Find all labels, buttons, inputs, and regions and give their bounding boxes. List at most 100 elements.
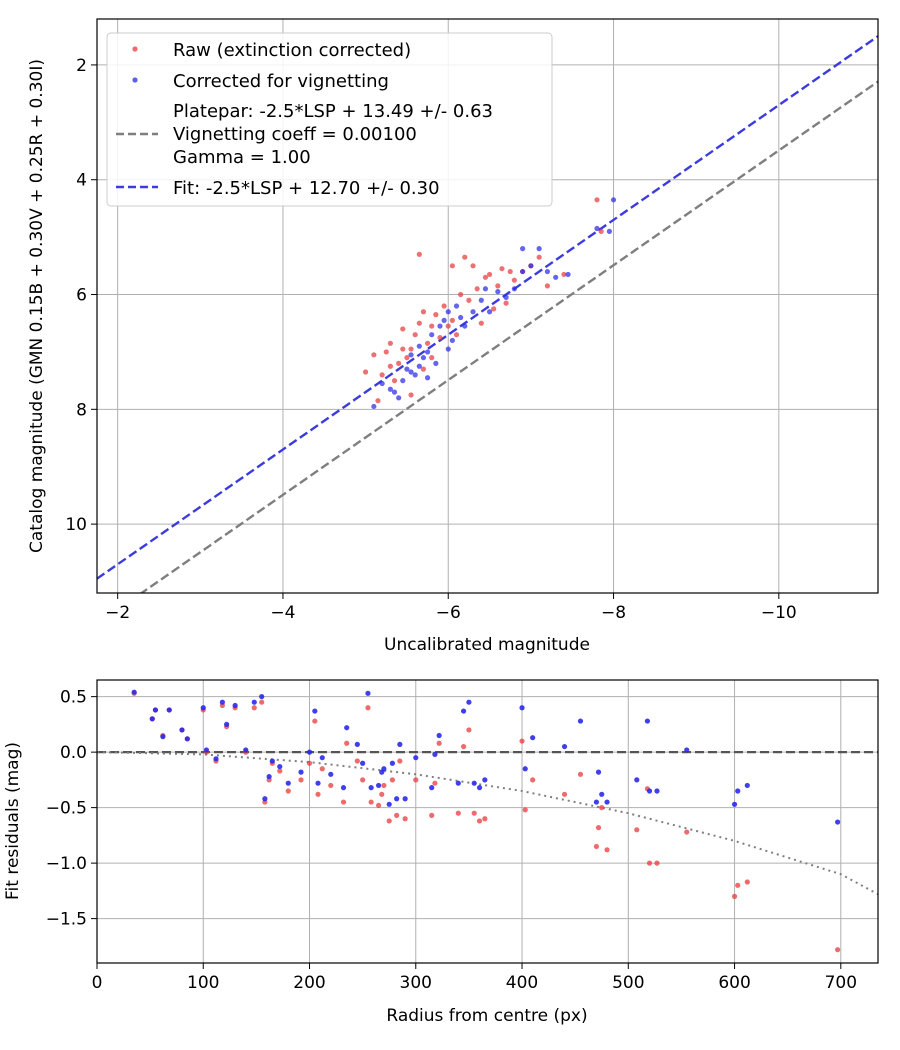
raw-residual-point [397,758,403,764]
corrected-point [429,332,435,338]
raw-residual-point [599,805,605,811]
raw-residual-point [285,788,291,794]
corrected-residual-point [266,773,272,780]
y-tick-label: −1.5 [46,910,87,930]
raw-residual-point [471,810,477,816]
raw-residual-point [259,699,265,705]
x-tick-label: 600 [718,973,750,993]
corrected-residual-point [360,760,366,766]
raw-residual-point [306,760,313,766]
raw-residual-point [646,860,653,866]
corrected-point [420,355,427,361]
raw-point [458,291,464,298]
x-tick-label: −8 [601,603,626,623]
corrected-residual-point [835,819,841,825]
corrected-point [424,375,431,381]
raw-point [462,254,468,260]
corrected-residual-point [298,769,304,775]
corrected-point [379,380,385,387]
corrected-residual-point [599,791,605,797]
corrected-residual-point [455,780,461,786]
x-tick-label: 400 [506,973,538,993]
raw-residual-point [731,893,738,900]
raw-residual-point [432,780,438,786]
corrected-residual-point [203,747,210,753]
raw-point [362,369,369,375]
corrected-residual-point [340,785,347,791]
x-tick-label: 0 [92,973,103,993]
corrected-residual-point [530,735,536,741]
corrected-point [610,197,617,203]
corrected-point [408,369,414,375]
corrected-residual-point [262,796,268,802]
raw-residual-point [835,947,841,953]
legend-platepar-label: Platepar: -2.5*LSP + 13.49 +/- 0.63 [173,101,493,122]
residuals-lines [97,751,878,896]
raw-point [404,355,410,361]
raw-residual-point [654,860,660,866]
raw-point [437,334,443,341]
corrected-residual-point [577,718,584,724]
corrected-point [412,372,418,378]
corrected-residual-point [413,755,419,761]
corrected-residual-point [397,741,403,747]
x-tick-label: 200 [293,973,325,993]
corrected-point [520,246,526,252]
corrected-point [486,309,493,315]
raw-point [449,317,455,323]
corrected-residual-point [179,727,185,733]
raw-point [470,263,476,269]
legend-corrected-marker [132,77,138,83]
corrected-residual-point [312,708,318,714]
corrected-point [416,363,422,369]
raw-residual-point [735,882,741,888]
corrected-residual-point [402,796,408,802]
y-tick-label: 10 [65,515,87,535]
raw-residual-point [429,812,435,818]
raw-residual-point [381,782,387,789]
corrected-point [520,268,526,275]
corrected-residual-point [561,743,568,750]
raw-point [441,303,447,309]
corrected-residual-point [184,736,190,742]
raw-point [420,309,427,315]
corrected-residual-point [644,718,651,724]
corrected-residual-point [269,758,275,764]
raw-residual-point [413,777,419,783]
corrected-residual-point [277,763,283,770]
x-tick-label: −4 [270,603,295,623]
legend-raw-label: Raw (extinction corrected) [173,40,411,61]
corrected-residual-point [219,699,225,705]
corrected-residual-point [375,782,382,789]
raw-point [499,266,505,272]
y-tick-label: 4 [76,171,87,191]
residuals-plot: 0 100 200 300 400 500 600 700 0.5 0.0 −0.5 −1.0 −1.… [3,679,879,1026]
legend-fit-label: Fit: -2.5*LSP + 12.70 +/- 0.30 [173,178,440,199]
raw-point [594,197,600,203]
raw-point [420,366,427,372]
raw-residual-point [298,777,304,783]
raw-residual-point [595,825,602,831]
raw-residual-point [402,816,408,822]
corrected-residual-point [522,766,528,772]
raw-point [503,300,509,306]
corrected-point [424,349,431,355]
calibration-y-axis-label: Catalog magnitude (GMN 0.15B + 0.30V + 0… [27,59,47,553]
raw-point [379,372,385,378]
raw-residual-point [354,758,360,764]
corrected-residual-point [476,785,483,791]
corrected-residual-point [436,732,442,739]
raw-point [511,277,517,283]
corrected-residual-point [200,705,206,711]
corrected-residual-point [224,721,230,727]
corrected-residual-point [386,801,392,807]
y-tick-label: −1.0 [46,854,87,874]
raw-point [408,346,414,352]
corrected-point [441,317,447,323]
corrected-point [437,323,443,329]
raw-residual-point [519,738,525,744]
raw-residual-point [344,740,350,746]
corrected-residual-point [381,766,387,772]
corrected-point [408,352,414,358]
corrected-point [371,403,377,410]
